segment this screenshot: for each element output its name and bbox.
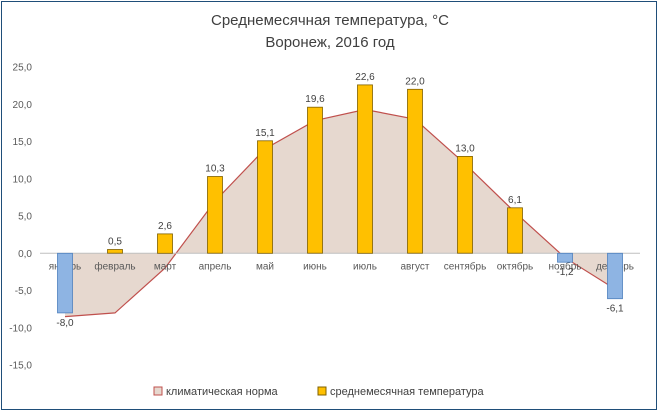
x-category-label: февраль [94, 260, 135, 272]
data-label: -6,1 [606, 304, 624, 315]
bar-6 [307, 106, 323, 254]
legend-label-norm: климатическая норма [166, 386, 279, 398]
bar-10 [507, 207, 523, 254]
bar-4 [207, 176, 223, 254]
norm-line [64, 108, 616, 318]
data-label: 15,1 [255, 128, 275, 139]
label-layer: -8,0 0,5 2,6 10,3 15,1 19,6 22,6 22,0 13,0 6,1 -1,… [56, 72, 624, 329]
bar-1 [57, 252, 73, 314]
x-category-label: сентябрь [444, 260, 487, 272]
data-label: 6,1 [508, 195, 522, 206]
chart-title: Среднемесячная температура, °С Воронеж, … [0, 10, 660, 54]
legend-swatch-monthly [317, 386, 327, 396]
bar-2 [107, 249, 123, 254]
x-category-label: август [401, 261, 430, 272]
data-label: -1,2 [556, 267, 574, 278]
legend: климатическая норма среднемесячная темпе… [153, 386, 484, 398]
x-category-label: май [256, 261, 274, 272]
data-label: 2,6 [158, 221, 172, 232]
bar-5 [257, 140, 273, 254]
x-category-label: ноябрь [549, 260, 582, 272]
x-category-label: апрель [199, 261, 232, 272]
y-tick-label: -15,0 [9, 361, 32, 372]
x-category-label: июль [353, 261, 377, 272]
legend-label-monthly: среднемесячная температура [330, 386, 484, 398]
x-category-label: март [154, 261, 177, 272]
data-label: 10,3 [205, 164, 225, 175]
bar-9 [457, 155, 473, 254]
y-tick-label: 5,0 [18, 212, 32, 223]
chart-title-line: Среднемесячная температура, °С [211, 12, 449, 29]
bar-3 [157, 233, 173, 254]
data-label: -8,0 [56, 318, 74, 329]
data-label: 13,0 [455, 143, 475, 154]
chart-subtitle-line: Воронеж, 2016 год [265, 34, 395, 51]
norm-area-fill [65, 109, 615, 317]
bar-7 [357, 84, 373, 254]
y-tick-label: 20,0 [13, 100, 33, 111]
data-label: 19,6 [305, 94, 325, 105]
y-tick-label: -10,0 [9, 323, 32, 334]
y-tick-label: 15,0 [13, 137, 33, 148]
y-tick-label: -5,0 [15, 286, 33, 297]
bar-8 [407, 88, 423, 254]
y-tick-label: 10,0 [13, 174, 33, 185]
data-label: 22,0 [405, 76, 425, 87]
y-tick-label: 25,0 [13, 63, 33, 74]
data-label: 22,6 [355, 72, 375, 83]
y-tick-label: 0,0 [18, 249, 32, 260]
x-category-label: октябрь [497, 260, 534, 272]
data-label: 0,5 [108, 237, 122, 248]
x-category-label: июнь [303, 261, 327, 272]
bar-12 [607, 252, 623, 300]
legend-swatch-norm [153, 386, 163, 396]
area-layer [64, 108, 616, 318]
bar-11 [557, 252, 573, 263]
bar-layer [57, 84, 623, 314]
